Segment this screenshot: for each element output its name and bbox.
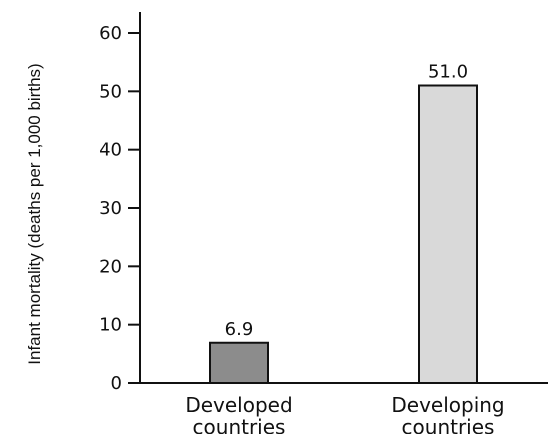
y-tick-label: 20 bbox=[99, 256, 122, 277]
bar-value-label: 6.9 bbox=[225, 319, 254, 340]
y-tick-label: 40 bbox=[99, 140, 122, 161]
bar bbox=[418, 84, 478, 384]
y-tick-label: 60 bbox=[99, 23, 122, 44]
y-axis-ticks: 0 10 20 30 40 50 60 bbox=[99, 23, 140, 394]
y-tick-label: 30 bbox=[99, 198, 122, 219]
x-category-label: Developed bbox=[185, 393, 292, 417]
x-category-label: countries bbox=[402, 415, 495, 434]
bar-value-label: 51.0 bbox=[428, 62, 468, 83]
bar bbox=[209, 341, 269, 384]
y-tick-label: 10 bbox=[99, 315, 122, 336]
x-category-label: countries bbox=[193, 415, 286, 434]
y-tick-label: 0 bbox=[111, 373, 122, 394]
x-category-label: Developing bbox=[391, 393, 504, 417]
data-labels: 6.9 51.0 bbox=[225, 62, 468, 340]
y-axis-title: Infant mortality (deaths per 1,000 birth… bbox=[25, 63, 44, 364]
y-tick-label: 50 bbox=[99, 81, 122, 102]
